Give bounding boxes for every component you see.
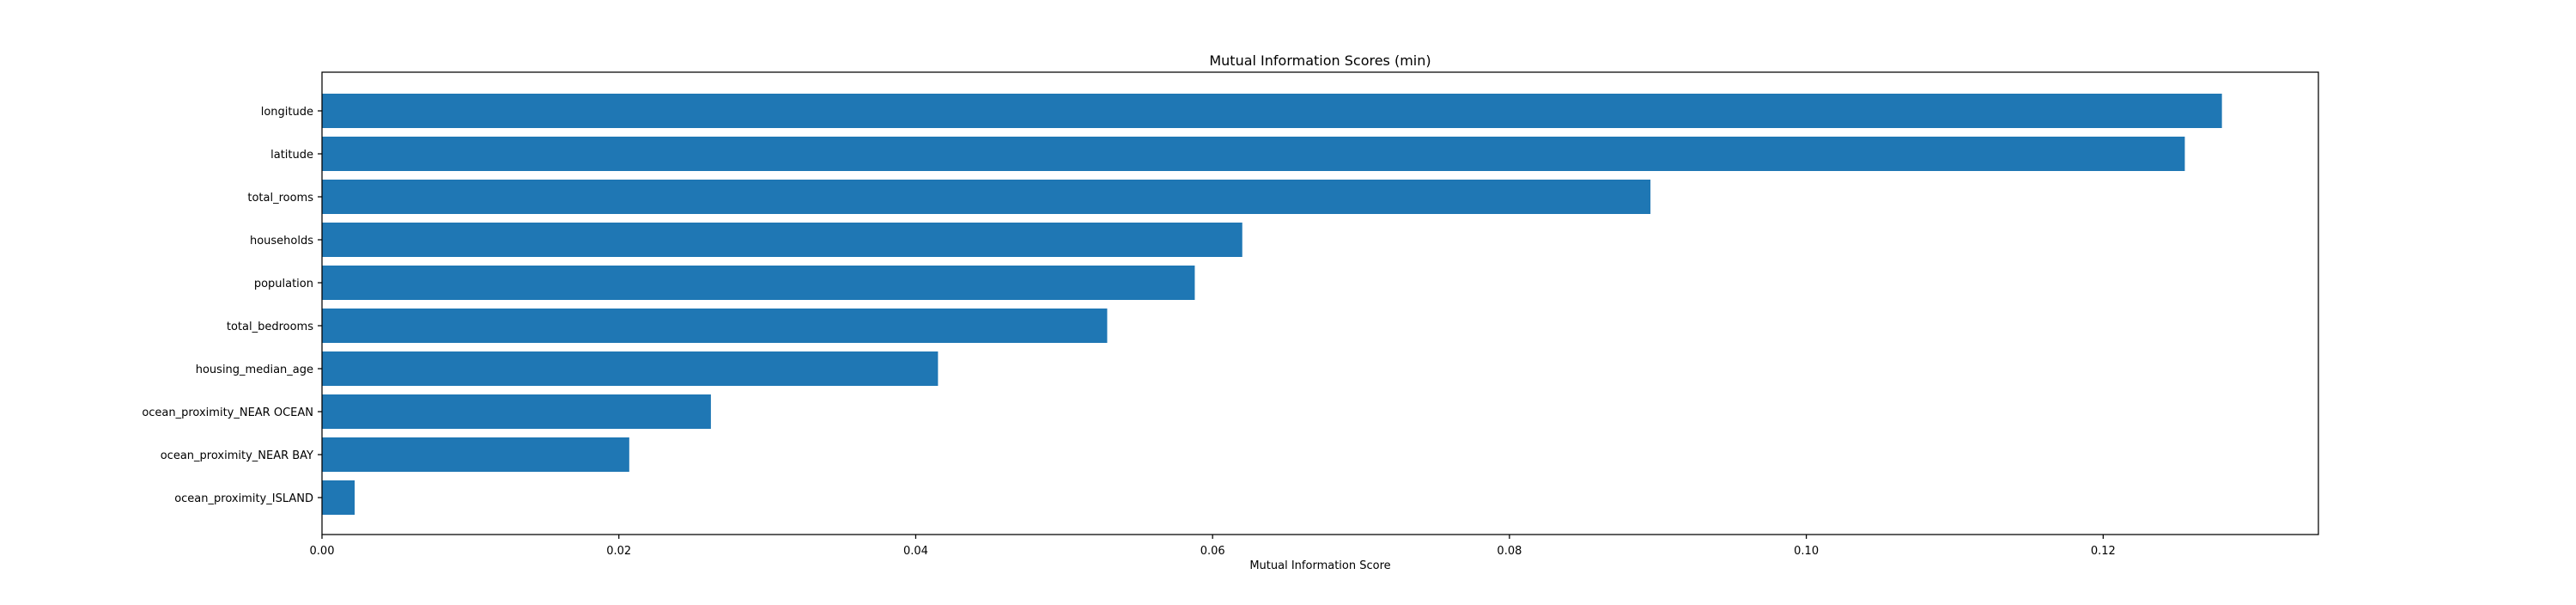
x-tick-label: 0.04 — [903, 545, 928, 558]
x-tick-label: 0.02 — [606, 545, 631, 558]
bar-2 — [322, 180, 1651, 214]
y-tick-label: ocean_proximity_ISLAND — [174, 492, 313, 505]
y-tick-label: longitude — [261, 106, 313, 119]
bar-7 — [322, 394, 711, 429]
y-axis-ticks: longitude latitude total_rooms households po… — [142, 106, 322, 505]
bar-9 — [322, 480, 355, 515]
bar-4 — [322, 266, 1195, 300]
y-tick-label: ocean_proximity_NEAR OCEAN — [142, 406, 313, 419]
y-tick-label: population — [254, 278, 313, 290]
x-tick-label: 0.10 — [1794, 545, 1819, 558]
plot-area-frame — [321, 71, 2319, 535]
bar-5 — [322, 309, 1108, 343]
y-tick-label: total_rooms — [247, 192, 313, 205]
bar-6 — [322, 351, 939, 386]
x-axis-label: Mutual Information Score — [1249, 559, 1390, 572]
x-axis-ticks: 0.00 0.02 0.04 0.06 0.08 0.10 0.12 — [310, 535, 2116, 558]
x-tick-label: 0.12 — [2091, 545, 2116, 558]
y-tick-label: housing_median_age — [196, 364, 313, 376]
y-tick-label: ocean_proximity_NEAR BAY — [161, 449, 313, 462]
y-tick-label: total_bedrooms — [227, 321, 313, 333]
x-tick-label: 0.06 — [1200, 545, 1225, 558]
chart-title: Mutual Information Scores (min) — [1209, 52, 1431, 69]
x-tick-label: 0.00 — [310, 545, 335, 558]
bar-1 — [322, 137, 2185, 171]
bar-8 — [322, 437, 629, 472]
x-tick-label: 0.08 — [1497, 545, 1522, 558]
bars-group — [322, 94, 2222, 515]
bar-3 — [322, 223, 1242, 257]
y-tick-label: latitude — [270, 149, 313, 162]
y-tick-label: households — [250, 235, 313, 248]
bar-0 — [322, 94, 2222, 128]
